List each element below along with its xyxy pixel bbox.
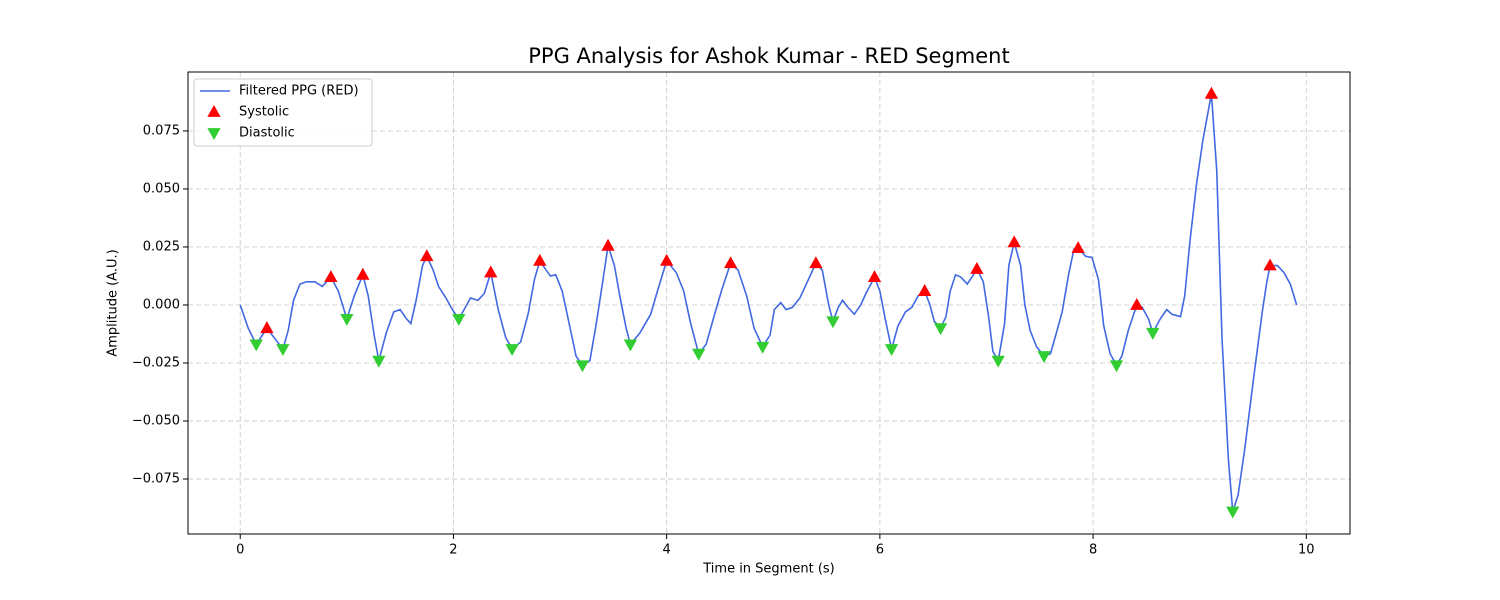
data-point — [356, 267, 370, 280]
y-tick-label: 0.050 — [143, 181, 180, 196]
data-point — [1037, 351, 1051, 364]
legend-label: Systolic — [239, 105, 289, 120]
legend-label: Diastolic — [239, 126, 295, 141]
legend-box — [193, 78, 373, 147]
data-point — [809, 256, 823, 269]
legend-swatch — [207, 128, 221, 140]
data-point — [533, 253, 547, 266]
y-tick-label: −0.075 — [132, 472, 180, 487]
data-point — [249, 339, 263, 352]
data-point — [505, 344, 519, 357]
y-tick-label: 0.075 — [143, 123, 180, 138]
data-point — [575, 360, 590, 373]
data-point — [1226, 506, 1240, 519]
data-point — [970, 262, 984, 274]
y-tick-label: −0.050 — [132, 413, 180, 428]
data-point — [324, 270, 338, 283]
data-line — [239, 93, 1298, 512]
data-point — [691, 348, 706, 361]
data-point — [1071, 241, 1085, 254]
data-point — [1007, 235, 1021, 248]
data-point — [1204, 86, 1219, 99]
legend: Filtered PPG (RED) Systolic Diastolic — [193, 78, 373, 147]
data-point — [991, 355, 1005, 368]
x-axis-label: Time in Segment (s) — [702, 562, 834, 577]
data-point — [420, 249, 434, 262]
y-tick-label: 0.025 — [143, 239, 180, 254]
data-point — [484, 265, 498, 278]
x-tick-label: 4 — [663, 543, 671, 558]
data-point — [276, 344, 290, 357]
data-point — [867, 270, 882, 283]
x-tick-label: 2 — [449, 543, 457, 558]
data-point — [1146, 327, 1160, 340]
data-point — [1130, 297, 1144, 310]
plot-area — [239, 86, 1298, 519]
chart-title: PPG Analysis for Ashok Kumar - RED Segme… — [528, 44, 1009, 68]
x-tick-label: 6 — [876, 543, 884, 558]
axes-frame — [187, 71, 1351, 535]
legend-swatch — [207, 105, 221, 117]
data-point — [372, 355, 386, 368]
data-point — [755, 341, 770, 354]
data-point — [826, 316, 840, 329]
y-axis-label: Amplitude (A.U.) — [106, 249, 121, 356]
grid — [188, 72, 1350, 534]
data-point — [884, 344, 899, 357]
data-point — [933, 323, 948, 336]
data-point — [260, 321, 274, 334]
data-point — [1263, 258, 1277, 271]
data-point — [601, 238, 615, 251]
legend-label: Filtered PPG (RED) — [239, 84, 359, 99]
x-tick-label: 8 — [1089, 543, 1097, 558]
data-point — [660, 253, 674, 266]
data-point — [917, 284, 932, 296]
data-point — [623, 339, 638, 352]
y-tick-label: −0.025 — [132, 355, 180, 370]
y-tick-label: 0.000 — [143, 297, 180, 312]
data-point — [452, 313, 466, 326]
data-point — [340, 313, 354, 326]
data-point — [723, 256, 738, 269]
x-tick-label: 0 — [236, 543, 244, 558]
data-point — [1109, 360, 1124, 373]
x-tick-label: 10 — [1298, 543, 1315, 558]
